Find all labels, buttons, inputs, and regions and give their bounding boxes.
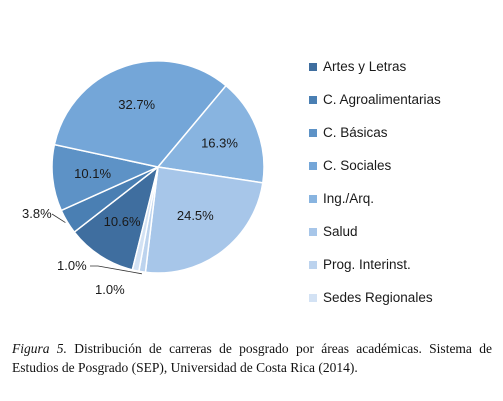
- slice-label: 10.1%: [74, 166, 111, 181]
- legend-swatch: [309, 95, 317, 104]
- legend-swatch: [309, 227, 317, 236]
- legend-label: C. Agroalimentarias: [323, 92, 441, 107]
- legend-label: Salud: [323, 224, 358, 239]
- slice-label: 1.0%: [95, 282, 125, 297]
- pie-slice: [156, 84, 265, 184]
- legend-label: Prog. Interinst.: [323, 257, 411, 272]
- legend-item: Prog. Interinst.: [309, 248, 441, 281]
- figure-caption: Figura 5. Distribución de carreras de po…: [12, 339, 492, 377]
- legend-swatch: [309, 62, 317, 71]
- legend-swatch: [309, 128, 317, 137]
- slice-label: 16.3%: [201, 136, 238, 151]
- legend-label: Sedes Regionales: [323, 290, 433, 305]
- figure-label: Figura 5.: [12, 341, 67, 356]
- legend-item: Sedes Regionales: [309, 281, 441, 314]
- legend-item: Artes y Letras: [309, 50, 441, 83]
- caption-text: Distribución de carreras de posgrado por…: [12, 341, 492, 375]
- legend-swatch: [309, 293, 317, 302]
- slice-label: 1.0%: [57, 258, 87, 273]
- pie-chart: 10.6% 3.8% 10.1% 32.7% 16.3% 24.5% 1.0% 1.0% Ar…: [22, 50, 441, 314]
- legend-swatch: [309, 194, 317, 203]
- slice-label: 32.7%: [118, 97, 155, 112]
- pie-slice: [144, 166, 264, 274]
- legend-item: Salud: [309, 215, 441, 248]
- pie-slice: [131, 166, 159, 273]
- slice-label: 10.6%: [104, 214, 141, 229]
- pie-slice: [53, 60, 228, 168]
- legend: Artes y Letras C. Agroalimentarias C. Bá…: [309, 50, 441, 314]
- slice-label: 24.5%: [177, 208, 214, 223]
- legend-item: Ing./Arq.: [309, 182, 441, 215]
- legend-swatch: [309, 161, 317, 170]
- slice-label: 3.8%: [22, 206, 52, 221]
- legend-swatch: [309, 260, 317, 269]
- leader-line: [90, 265, 142, 275]
- legend-label: Artes y Letras: [323, 59, 407, 74]
- legend-item: C. Básicas: [309, 116, 441, 149]
- legend-label: C. Básicas: [323, 125, 388, 140]
- leader-line: [51, 213, 66, 223]
- legend-item: C. Agroalimentarias: [309, 83, 441, 116]
- pie-slice: [73, 165, 160, 271]
- pie-svg: 10.6% 3.8% 10.1% 32.7% 16.3% 24.5% 1.0% 1.0%: [22, 60, 265, 297]
- legend-item: C. Sociales: [309, 149, 441, 182]
- legend-label: Ing./Arq.: [323, 191, 375, 206]
- legend-label: C. Sociales: [323, 158, 392, 173]
